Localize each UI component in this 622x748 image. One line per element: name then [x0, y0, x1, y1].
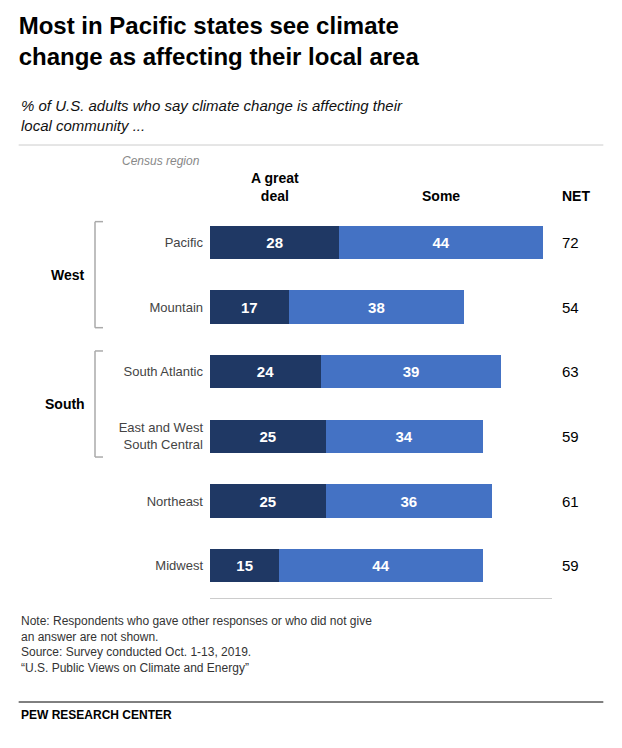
svg-text:East and WestSouth Central: East and WestSouth Central [119, 420, 204, 452]
svg-text:Midwest: Midwest [155, 558, 203, 573]
svg-text:West: West [51, 267, 85, 283]
svg-text:NET: NET [562, 188, 590, 204]
svg-text:44: 44 [432, 234, 449, 251]
svg-text:Census region: Census region [122, 154, 200, 168]
svg-text:38: 38 [368, 299, 385, 316]
svg-text:South Atlantic: South Atlantic [124, 364, 204, 379]
svg-text:25: 25 [259, 493, 276, 510]
svg-text:A greatdeal: A greatdeal [251, 170, 299, 204]
svg-text:Most in Pacific states see cli: Most in Pacific states see climatechange… [19, 12, 420, 70]
svg-text:61: 61 [562, 493, 579, 510]
svg-text:% of U.S. adults who say clima: % of U.S. adults who say climate change … [21, 97, 403, 134]
svg-text:Some: Some [422, 188, 460, 204]
svg-text:28: 28 [266, 234, 283, 251]
svg-text:63: 63 [562, 363, 579, 380]
svg-text:34: 34 [395, 428, 412, 445]
svg-text:54: 54 [562, 299, 579, 316]
svg-text:Northeast: Northeast [147, 494, 204, 509]
svg-text:17: 17 [241, 299, 258, 316]
svg-text:59: 59 [562, 428, 579, 445]
svg-text:44: 44 [372, 557, 389, 574]
svg-text:Mountain: Mountain [150, 300, 203, 315]
svg-text:Pacific: Pacific [165, 235, 204, 250]
svg-text:36: 36 [400, 493, 417, 510]
svg-text:59: 59 [562, 557, 579, 574]
svg-text:PEW RESEARCH CENTER: PEW RESEARCH CENTER [21, 708, 172, 722]
svg-text:72: 72 [562, 234, 579, 251]
svg-text:39: 39 [403, 363, 420, 380]
svg-text:24: 24 [257, 363, 274, 380]
svg-text:25: 25 [259, 428, 276, 445]
svg-text:15: 15 [236, 557, 253, 574]
svg-text:South: South [45, 396, 85, 412]
svg-text:Note: Respondents who gave oth: Note: Respondents who gave other respons… [21, 614, 372, 675]
